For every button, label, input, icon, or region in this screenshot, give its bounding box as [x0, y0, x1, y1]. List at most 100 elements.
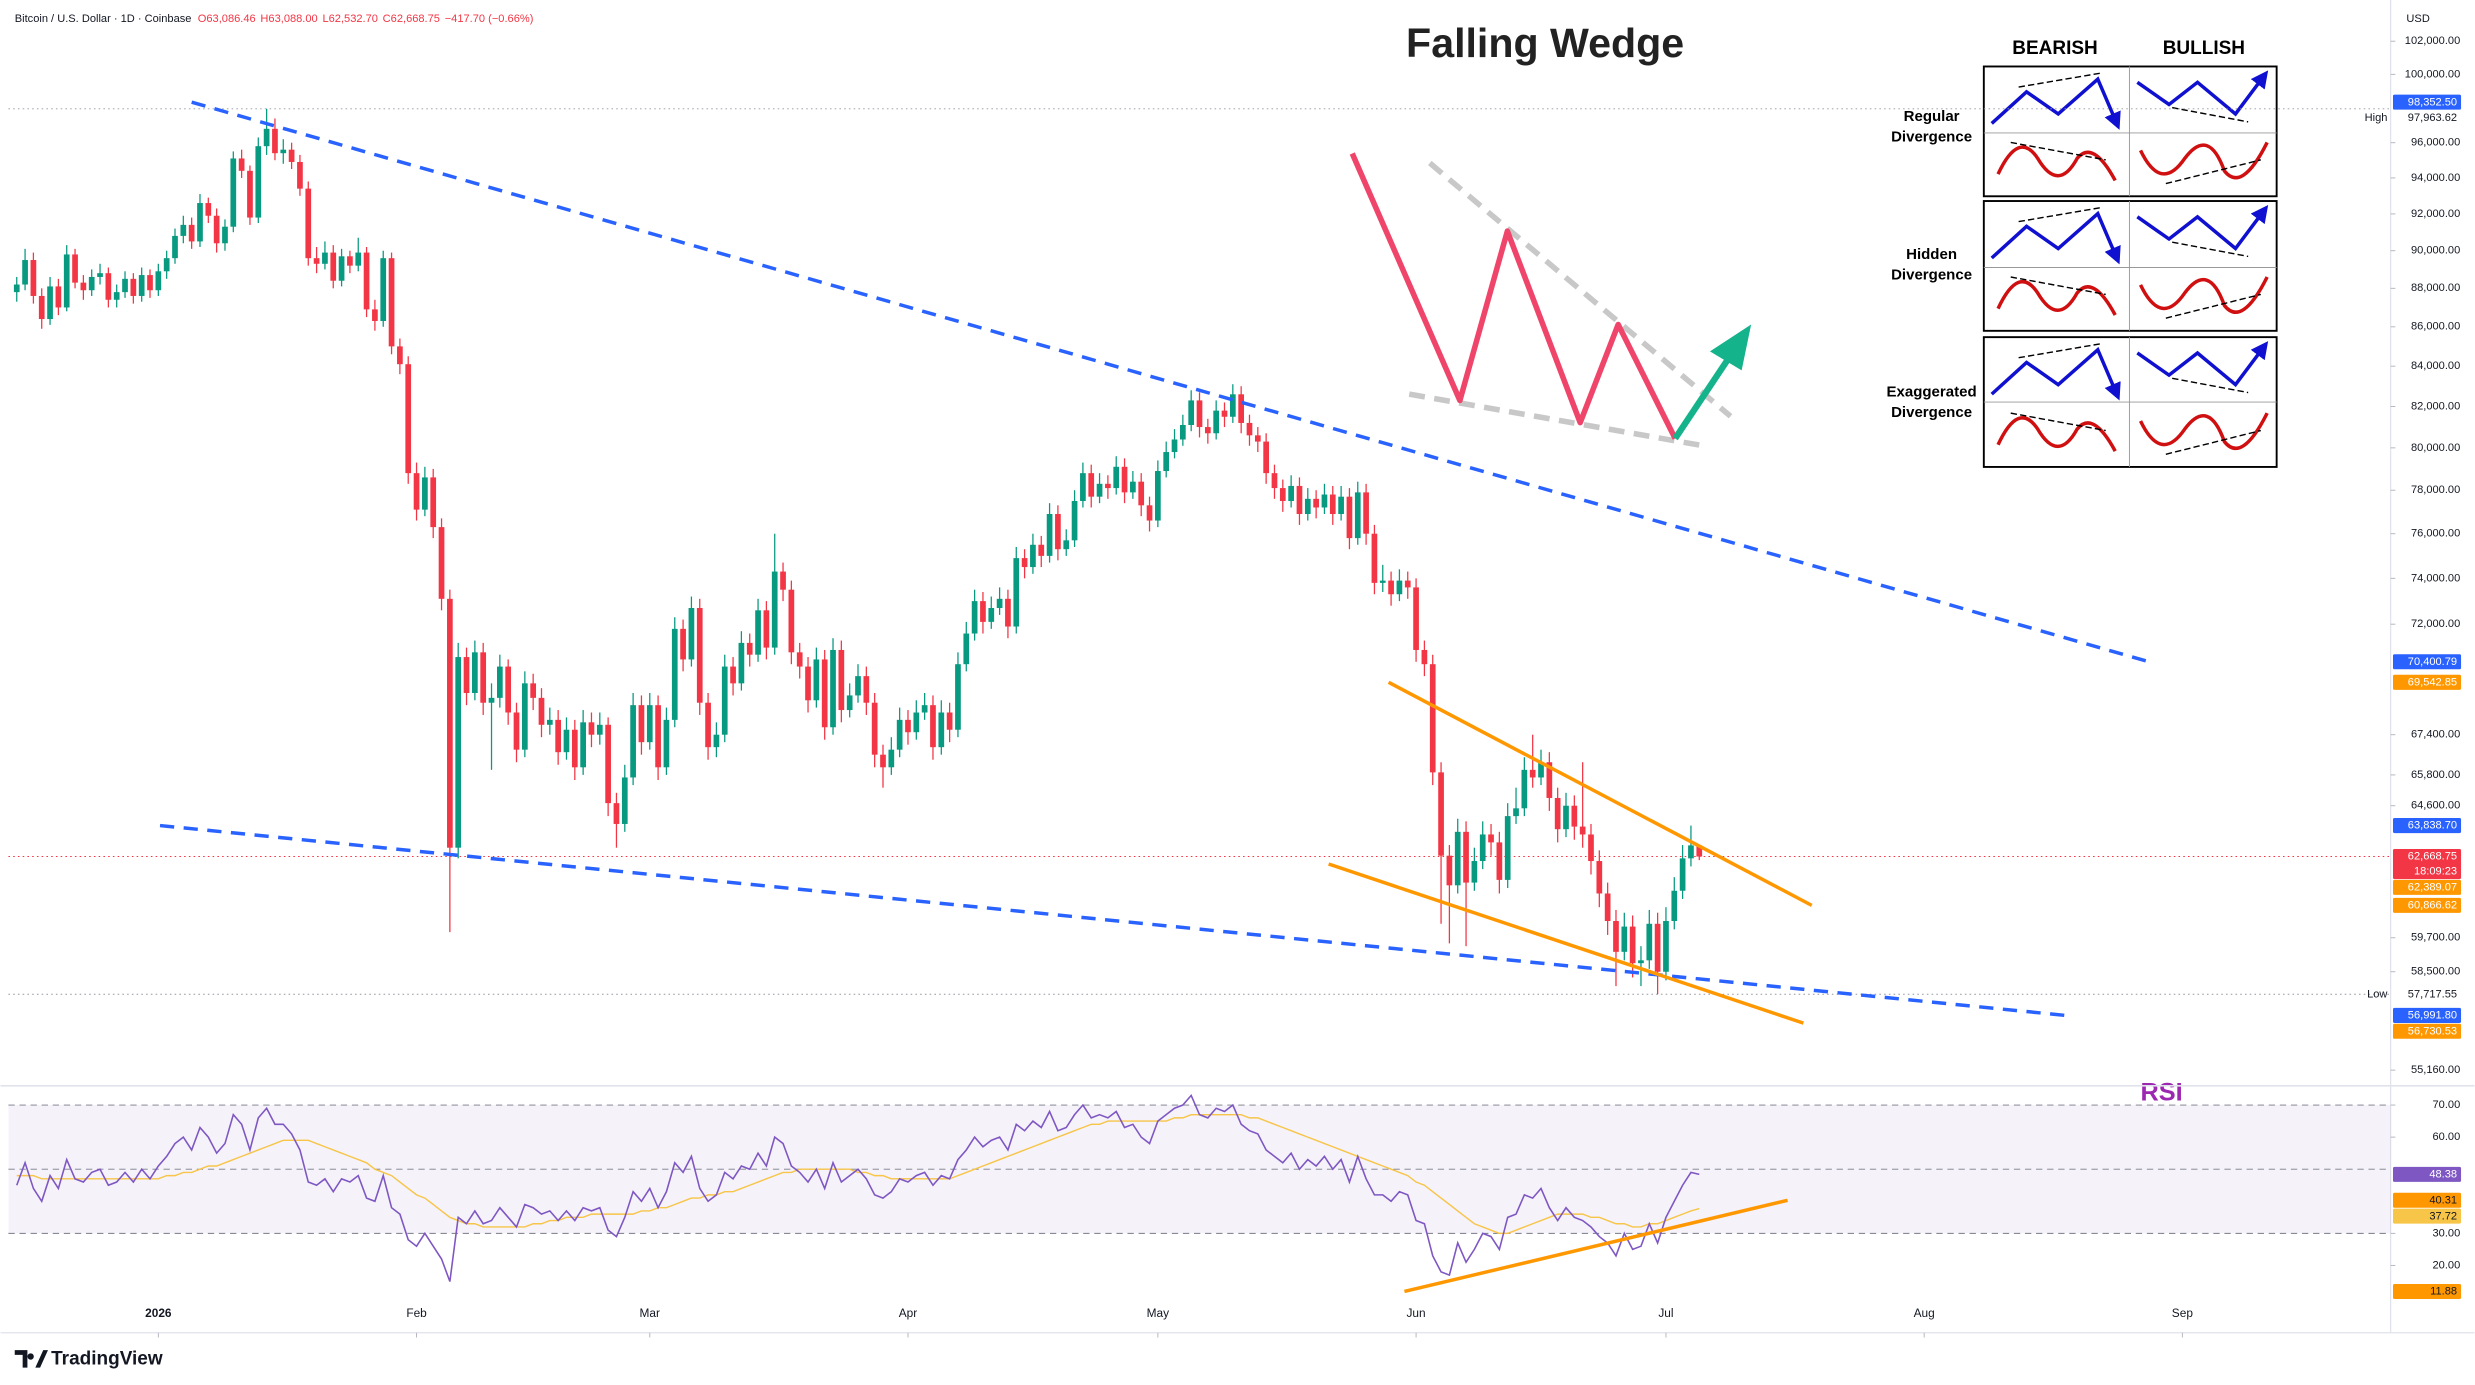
candle-body — [1363, 492, 1369, 534]
price-badge-label: 62,389.07 — [2408, 882, 2457, 894]
x-tick-label: Feb — [406, 1306, 427, 1320]
y-tick-label: 88,000.00 — [2411, 282, 2460, 294]
candle-body — [655, 705, 661, 768]
price-badge-label: 48.38 — [2429, 1169, 2457, 1181]
chart-title: Falling Wedge — [1406, 20, 1684, 66]
y-tick-label: 80,000.00 — [2411, 442, 2460, 454]
candle-body — [347, 256, 353, 266]
candle-body — [671, 628, 678, 720]
candle-body — [363, 252, 370, 310]
candle-body — [1163, 452, 1170, 472]
candle-body — [13, 284, 20, 293]
candle-body — [1654, 923, 1661, 972]
y-tick-label: 78,000.00 — [2411, 484, 2460, 496]
candle-body — [1180, 424, 1186, 440]
price-badge — [2392, 897, 2462, 913]
candle-body — [1629, 926, 1636, 964]
candle-body — [30, 260, 37, 296]
candle-body — [105, 273, 112, 300]
candle-body — [888, 749, 895, 768]
candle-body — [355, 252, 362, 266]
x-tick-label: Jun — [1407, 1306, 1426, 1320]
candle-body — [1213, 410, 1220, 434]
candle-body — [563, 729, 570, 753]
price-badge — [2392, 1208, 2462, 1224]
price-line-name: High — [2365, 112, 2388, 124]
candle-body — [1513, 808, 1519, 817]
candle-body — [22, 260, 28, 285]
candle-body — [1088, 473, 1095, 497]
candle-body — [663, 719, 670, 768]
candle-body — [413, 473, 420, 510]
candle-body — [1688, 845, 1694, 859]
candle-body — [1388, 580, 1394, 595]
candle-body — [971, 601, 978, 634]
candle-body — [297, 161, 303, 189]
brand-logo: TradingView — [14, 1349, 163, 1370]
candle-body — [1171, 439, 1178, 453]
rsi-tick-label: 60.00 — [2433, 1131, 2461, 1143]
candle-body — [455, 657, 462, 848]
candle-body — [788, 589, 795, 653]
guide-row: Regular — [1904, 108, 1960, 125]
ohlc-value: H63,088.00 — [260, 13, 317, 25]
candle-body — [646, 705, 653, 743]
candle-body — [896, 719, 903, 750]
sketch-line — [1428, 160, 1733, 419]
candle-body — [205, 203, 212, 216]
sketch-arrow — [1672, 355, 1732, 441]
candle-body — [1013, 558, 1020, 627]
candle-body — [805, 666, 811, 701]
candle-body — [1263, 441, 1269, 474]
candle-body — [1080, 473, 1086, 501]
candle-body — [463, 657, 470, 694]
candle-body — [172, 235, 178, 259]
price-badge-label: 98,352.50 — [2408, 96, 2457, 108]
candle-body — [480, 652, 487, 703]
y-tick-label: 102,000.00 — [2405, 35, 2460, 47]
candle-body — [230, 158, 237, 227]
y-tick-label: 94,000.00 — [2411, 172, 2460, 184]
candle-body — [1071, 500, 1078, 541]
candle-body — [1546, 762, 1553, 798]
candle-body — [1571, 805, 1578, 827]
candle-body — [696, 608, 703, 703]
candle-body — [147, 275, 153, 291]
candle-body — [1646, 923, 1653, 961]
candle-body — [472, 652, 478, 694]
rsi-trendline — [1404, 1198, 1788, 1294]
candle-body — [1196, 400, 1203, 428]
price-badge — [2392, 879, 2462, 895]
ohlc-value: L62,532.70 — [322, 13, 377, 25]
candle-body — [197, 203, 203, 242]
price-badge — [2392, 1023, 2462, 1039]
candle-body — [538, 697, 545, 725]
candle-body — [988, 608, 995, 622]
candle-body — [571, 729, 578, 768]
candle-body — [830, 649, 836, 728]
candle-body — [738, 642, 745, 684]
rsi-line — [15, 1093, 1700, 1282]
y-tick-label: 58,500.00 — [2411, 966, 2460, 978]
y-tick-label: 72,000.00 — [2411, 618, 2460, 630]
candle-body — [1271, 473, 1278, 489]
x-tick-label: May — [1147, 1306, 1169, 1320]
candle-body — [213, 215, 220, 244]
candle-body — [1696, 845, 1703, 857]
trendline — [1328, 862, 1804, 1025]
ohlc-value: C62,668.75 — [383, 13, 440, 25]
candle-body — [1663, 921, 1669, 972]
candle-body — [388, 258, 395, 347]
candle-body — [438, 527, 445, 599]
candle-body — [521, 683, 528, 750]
brand: TradingView — [51, 1349, 163, 1370]
candle-body — [1354, 492, 1361, 539]
price-badge-label: 40.31 — [2429, 1194, 2457, 1206]
candle-body — [180, 224, 187, 236]
candle-body — [1279, 488, 1286, 501]
candle-body — [1488, 834, 1494, 843]
candle-body — [1604, 893, 1611, 922]
candle-body — [272, 128, 278, 154]
candle-body — [813, 659, 820, 701]
candle-body — [263, 128, 270, 147]
